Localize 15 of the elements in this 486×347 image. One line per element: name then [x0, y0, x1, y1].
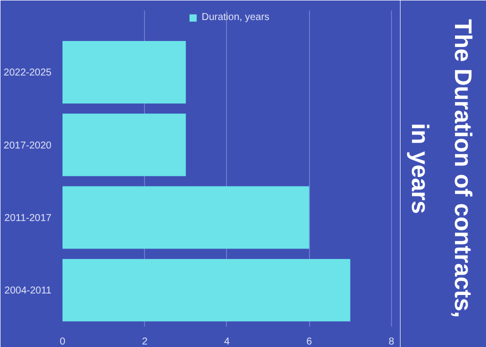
x-tick-label: 8 — [388, 336, 395, 347]
y-tick-label: 2017-2020 — [4, 140, 52, 152]
bar — [62, 186, 310, 249]
bar — [62, 258, 350, 322]
bar — [62, 41, 186, 104]
y-tick-label: 2004-2011 — [4, 286, 52, 297]
y-tick-label: 2022-2025 — [4, 68, 52, 79]
x-tick-label: 0 — [60, 336, 66, 347]
x-tick-label: 2 — [142, 336, 148, 347]
y-tick-label: 2011-2017 — [4, 213, 52, 224]
text: The Duration of contracts, in years — [406, 19, 476, 318]
x-tick-label: 4 — [224, 336, 230, 347]
bar — [62, 114, 186, 176]
x-tick-label: 6 — [306, 336, 312, 347]
legend-label: Duration, years — [202, 12, 270, 23]
